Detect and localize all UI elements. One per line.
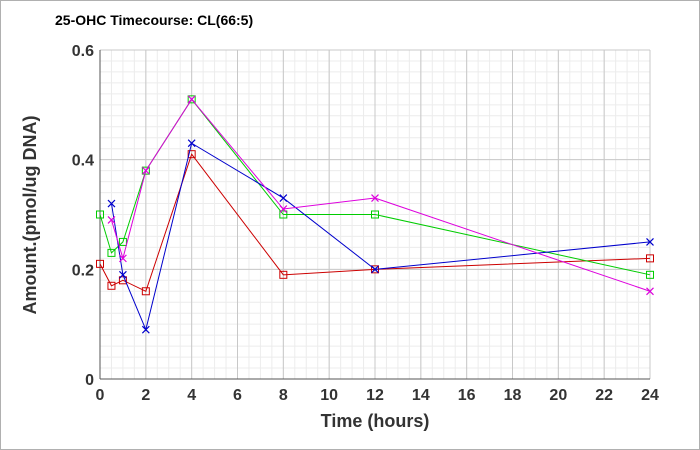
chart-title: 25-OHC Timecourse: CL(66:5) (55, 12, 253, 28)
data-point (646, 254, 654, 263)
series-4 (107, 95, 654, 296)
y-tick-label: 0 (85, 372, 94, 389)
data-point (371, 265, 379, 274)
y-tick-label: 0.4 (72, 153, 94, 170)
data-point (371, 210, 379, 219)
data-point (141, 287, 150, 296)
data-point (646, 270, 654, 279)
x-tick-label: 18 (504, 387, 522, 404)
data-point (187, 95, 196, 104)
series-line (99, 153, 651, 292)
data-point (279, 210, 288, 219)
data-point (107, 216, 116, 224)
series-1 (96, 150, 654, 296)
x-tick-label: 0 (96, 387, 105, 404)
data-point (646, 237, 654, 246)
data-point (118, 270, 127, 279)
data-point (118, 276, 127, 285)
data-point (279, 270, 288, 279)
data-point (187, 95, 196, 104)
y-axis-label: Amount.(pmol/ug DNA) (20, 116, 40, 315)
data-point (187, 150, 196, 159)
series-3 (107, 139, 654, 334)
y-tick-label: 0.2 (72, 262, 94, 279)
y-tick-label: 0.6 (72, 43, 94, 60)
data-point (118, 237, 127, 246)
data-point (141, 166, 150, 175)
data-point (141, 166, 150, 175)
x-tick-label: 22 (595, 387, 613, 404)
x-tick-label: 6 (233, 387, 242, 404)
data-point (279, 194, 288, 202)
data-point (96, 259, 104, 268)
x-tick-label: 8 (279, 387, 288, 404)
x-axis-label: Time (hours) (321, 411, 430, 431)
series-layer (96, 95, 654, 334)
data-point (279, 205, 288, 213)
x-tick-label: 16 (458, 387, 476, 404)
series-line (110, 98, 651, 292)
x-tick-label: 14 (412, 387, 430, 404)
x-tick-label: 10 (320, 387, 338, 404)
data-point (107, 281, 116, 290)
data-point (646, 287, 654, 296)
x-tick-label: 4 (187, 387, 196, 404)
data-point (371, 194, 379, 202)
data-point (141, 325, 150, 334)
x-tick-label: 12 (366, 387, 384, 404)
data-point (187, 139, 196, 148)
data-point (96, 210, 104, 219)
data-point (107, 248, 116, 257)
x-tick-label: 2 (141, 387, 150, 404)
data-point (118, 254, 127, 263)
x-tick-label: 20 (549, 387, 567, 404)
x-tick-label: 24 (641, 387, 659, 404)
data-point (107, 199, 116, 208)
